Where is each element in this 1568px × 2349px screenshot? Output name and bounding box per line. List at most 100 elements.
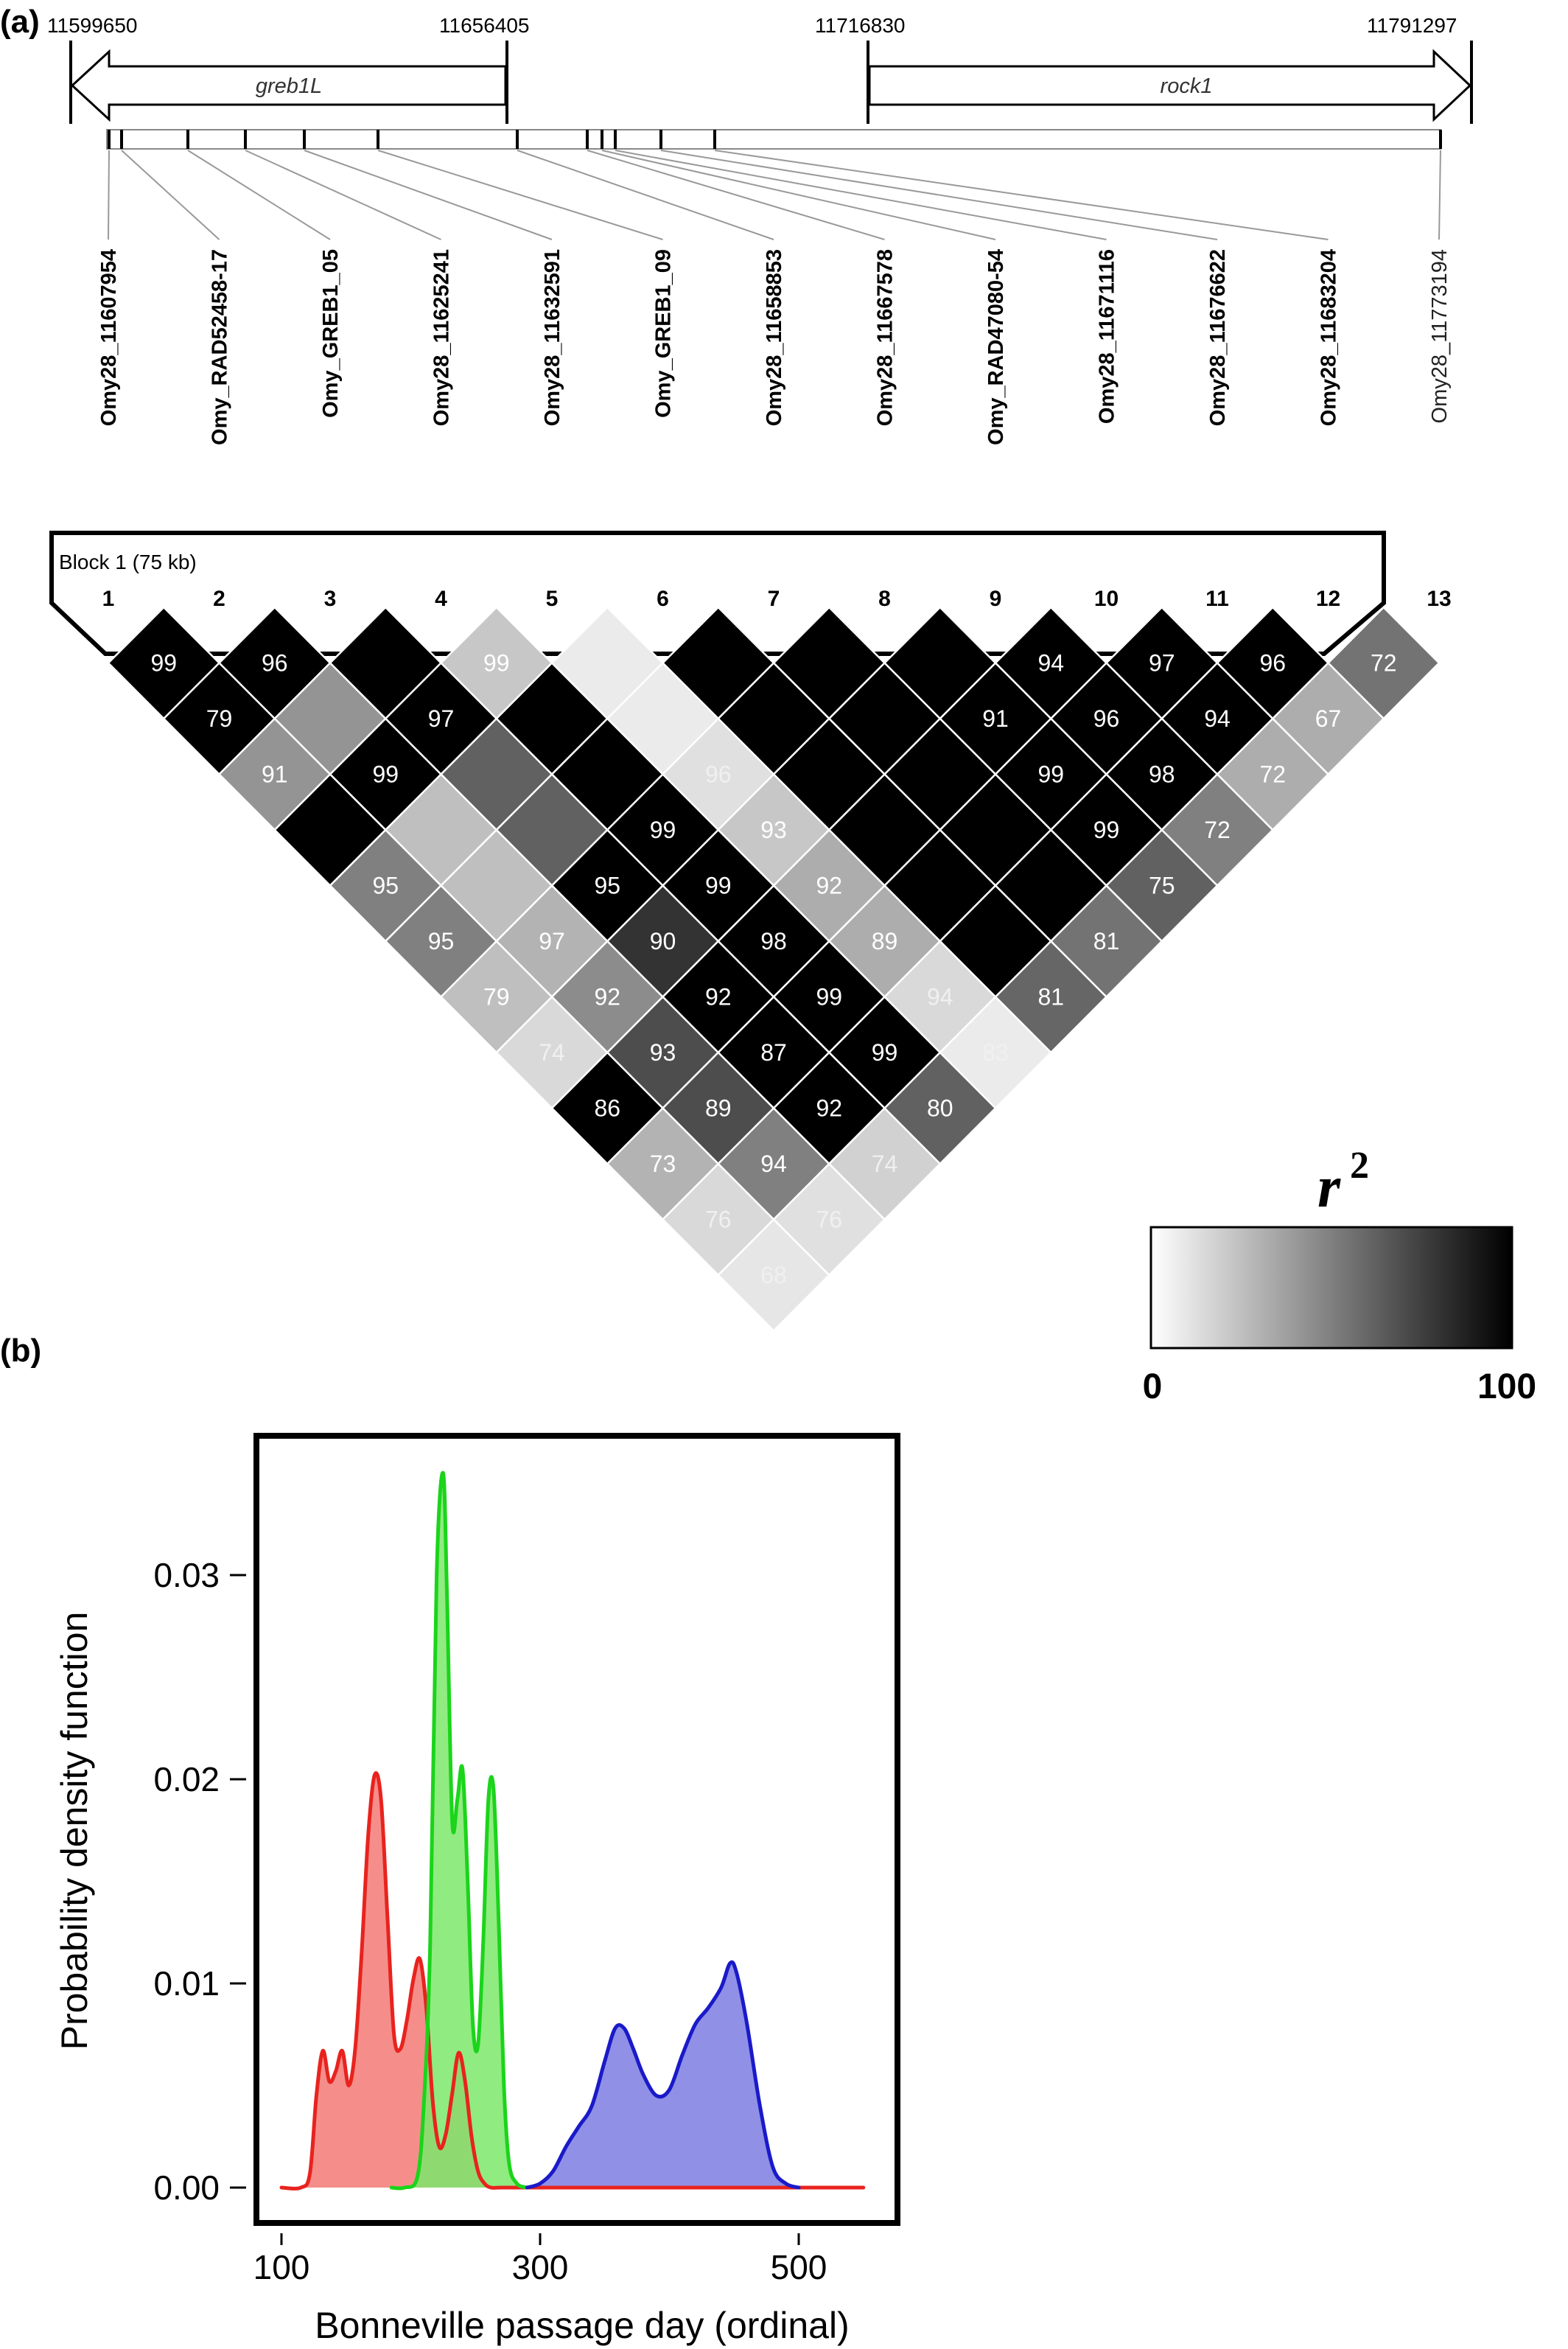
marker-index: 3 — [324, 587, 337, 611]
ld-cell-label: 90 — [650, 928, 676, 954]
ld-cell-label: 99 — [483, 650, 510, 677]
x-axis-label: Bonneville passage day (ordinal) — [315, 2305, 849, 2346]
panel-b-label: (b) — [0, 1333, 41, 1369]
y-axis-label: Probability density function — [54, 1612, 95, 2050]
ld-cell-label: 98 — [760, 928, 787, 954]
marker-label: Omy28_11658853 — [763, 249, 786, 426]
greb1l-arrow — [70, 49, 507, 122]
ld-cell-label: 76 — [705, 1207, 732, 1233]
ld-cell-label: 95 — [594, 873, 620, 899]
marker-connector-line — [108, 150, 110, 240]
ld-cell-label: 92 — [816, 1095, 842, 1122]
marker-connector-line — [615, 150, 1107, 240]
legend-superscript: 2 — [1350, 1145, 1369, 1187]
ld-cell-label: 99 — [872, 1039, 898, 1066]
ld-cell-label: 96 — [705, 761, 732, 788]
legend-gradient-bar — [1149, 1226, 1513, 1350]
density-line — [279, 1771, 866, 2191]
marker-connector-line — [587, 150, 885, 240]
marker-indices: 1 2 3 4 5 6 7 8 9 10 11 12 13 — [102, 587, 1452, 611]
marker-connector-line — [187, 150, 331, 240]
marker-index: 8 — [878, 587, 891, 611]
legend-title: r — [1317, 1155, 1341, 1220]
y-tick-label: 0.01 — [153, 1964, 220, 2003]
marker-connector-line — [660, 150, 1218, 240]
marker-index: 13 — [1427, 587, 1451, 611]
marker-connector-line — [1438, 150, 1441, 240]
ld-cell-label: 68 — [760, 1262, 787, 1288]
ld-cell-label: 72 — [1204, 817, 1231, 843]
x-axis-ticks: 100 300 500 — [253, 2233, 827, 2286]
y-axis-ticks: 0.00 0.01 0.02 0.03 — [153, 1556, 246, 2207]
ld-cell-label: 92 — [594, 984, 620, 1011]
ld-cell-label: 67 — [1315, 705, 1342, 732]
gene-map: 11599650 11656405 11716830 11791297 greb… — [47, 14, 1473, 150]
marker-label: Omy28_11607954 — [97, 249, 121, 426]
marker-position-ticks — [108, 130, 1442, 149]
marker-connector-line — [714, 150, 1329, 240]
ld-block: Block 1 (75 kb) — [49, 531, 1386, 656]
marker-label: Omy28_11676622 — [1206, 249, 1230, 426]
ld-cell-label: 95 — [372, 873, 399, 899]
marker-connectors — [108, 150, 1441, 240]
ld-cell-label: 96 — [262, 650, 288, 677]
marker-labels: Omy28_11607954 Omy_RAD52458-17 Omy_GREB1_0… — [97, 249, 1452, 445]
ld-cell-label: 75 — [1149, 873, 1175, 899]
marker-label: Omy_RAD52458-17 — [209, 249, 232, 445]
block-outline — [49, 531, 1386, 656]
marker-index: 11 — [1205, 587, 1229, 611]
marker-label: Omy_GREB1_09 — [652, 249, 676, 418]
marker-index: 1 — [102, 587, 115, 611]
coord-3: 11716830 — [815, 14, 906, 37]
marker-connector-line — [245, 150, 441, 240]
marker-label: Omy28_11671116 — [1096, 249, 1119, 424]
y-tick-label: 0.00 — [153, 2168, 220, 2207]
ld-cell-label: 92 — [705, 984, 732, 1011]
ld-cell-label: 79 — [483, 984, 510, 1011]
density-line — [525, 1960, 801, 2190]
ld-cell-label: 73 — [650, 1151, 676, 1177]
density-area — [391, 1473, 528, 2189]
panel-a-label: (a) — [0, 4, 40, 40]
ld-cell-label: 81 — [1037, 984, 1064, 1011]
ld-cell-label: 97 — [1149, 650, 1175, 677]
ld-cell-label: 91 — [982, 705, 1009, 732]
marker-label: Omy28_11667578 — [874, 249, 897, 426]
marker-label: Omy28_11773194 — [1428, 249, 1452, 423]
ld-cell-label: 98 — [1149, 761, 1175, 788]
marker-index: 4 — [435, 587, 447, 611]
marker-connector-line — [601, 150, 996, 240]
density-chart: 0.00 0.01 0.02 0.03 100 300 500 Probability d… — [54, 1433, 900, 2346]
ld-cell-label: 99 — [372, 761, 399, 788]
marker-label: Omy_GREB1_05 — [319, 249, 343, 418]
marker-index: 7 — [768, 587, 780, 611]
ld-cell-label: 74 — [539, 1039, 565, 1066]
gene-label-rock1: rock1 — [1161, 74, 1213, 98]
ld-cell-label: 94 — [760, 1151, 787, 1177]
ld-cell-label: 87 — [760, 1039, 787, 1066]
ld-cell-label: 72 — [1371, 650, 1397, 677]
legend-min: 0 — [1143, 1367, 1163, 1406]
ld-cell-label: 94 — [1204, 705, 1231, 732]
ld-cell-label: 91 — [262, 761, 288, 788]
marker-index: 5 — [546, 587, 559, 611]
density-areas — [279, 1470, 866, 2191]
ld-cell-label: 92 — [816, 873, 842, 899]
marker-index: 2 — [213, 587, 225, 611]
ld-cell-label: 99 — [650, 817, 676, 843]
y-tick-label: 0.02 — [153, 1760, 220, 1798]
coord-4: 11791297 — [1367, 14, 1457, 37]
marker-index: 6 — [657, 587, 669, 611]
ld-cell-label: 97 — [539, 928, 565, 954]
plot-frame — [253, 1433, 900, 2226]
ld-cell-label: 79 — [206, 705, 233, 732]
legend-max: 100 — [1477, 1367, 1536, 1406]
gene-label-greb1l: greb1L — [256, 74, 322, 98]
ld-cell-label: 81 — [1093, 928, 1120, 954]
r2-legend: r 2 0 100 — [1143, 1145, 1536, 1406]
marker-index: 10 — [1094, 587, 1119, 611]
ld-cell-label: 89 — [872, 928, 898, 954]
marker-label: Omy28_11625241 — [430, 249, 454, 426]
coord-1: 11599650 — [47, 14, 138, 37]
